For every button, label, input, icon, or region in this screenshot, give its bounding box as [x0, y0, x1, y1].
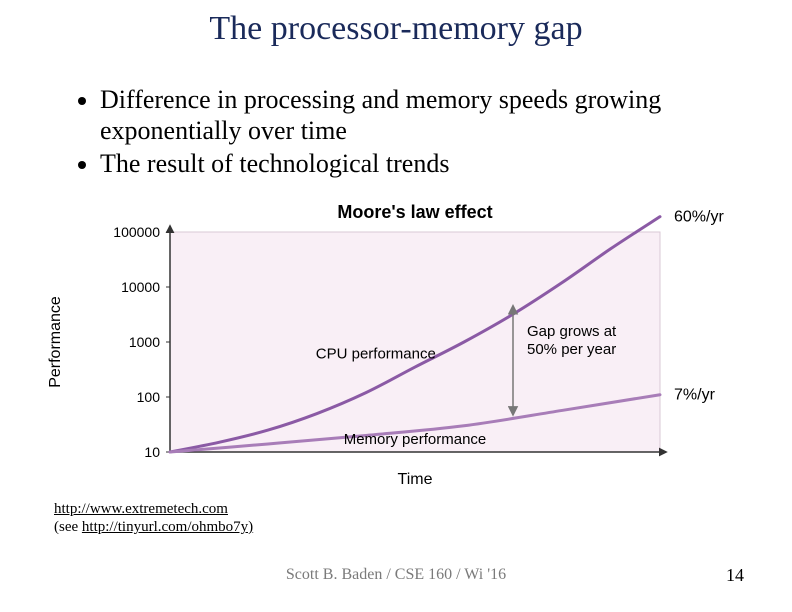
source-links: http://www.extremetech.com (see http://t… — [54, 500, 253, 536]
link-see-prefix: (see — [54, 519, 82, 535]
svg-text:Time: Time — [398, 471, 433, 488]
svg-text:CPU performance: CPU performance — [316, 346, 436, 363]
svg-text:Performance: Performance — [47, 296, 64, 388]
link-extremetech[interactable]: http://www.extremetech.com — [54, 501, 228, 517]
page-number: 14 — [726, 565, 744, 586]
bullet-item: The result of technological trends — [100, 148, 750, 179]
bullet-item: Difference in processing and memory spee… — [100, 84, 750, 146]
link-tinyurl[interactable]: http://tinyurl.com/ohmbo7y) — [82, 519, 253, 535]
svg-text:Memory performance: Memory performance — [344, 431, 487, 448]
svg-text:Moore's law effect: Moore's law effect — [337, 202, 492, 222]
slide-title: The processor-memory gap — [0, 10, 792, 48]
svg-text:60%/yr: 60%/yr — [674, 209, 724, 226]
svg-text:Gap grows at: Gap grows at — [527, 323, 617, 340]
svg-text:100000: 100000 — [113, 224, 160, 240]
svg-text:7%/yr: 7%/yr — [674, 387, 716, 404]
svg-text:10000: 10000 — [121, 279, 160, 295]
svg-text:10: 10 — [144, 444, 160, 460]
footer-text: Scott B. Baden / CSE 160 / Wi '16 — [0, 566, 792, 584]
bullet-list: Difference in processing and memory spee… — [60, 84, 750, 182]
moores-law-chart: Moore's law effect 10 100 1000 10000 100000 Pe… — [40, 192, 752, 512]
svg-text:50% per year: 50% per year — [527, 341, 616, 358]
svg-text:100: 100 — [137, 389, 161, 405]
svg-text:1000: 1000 — [129, 334, 160, 350]
